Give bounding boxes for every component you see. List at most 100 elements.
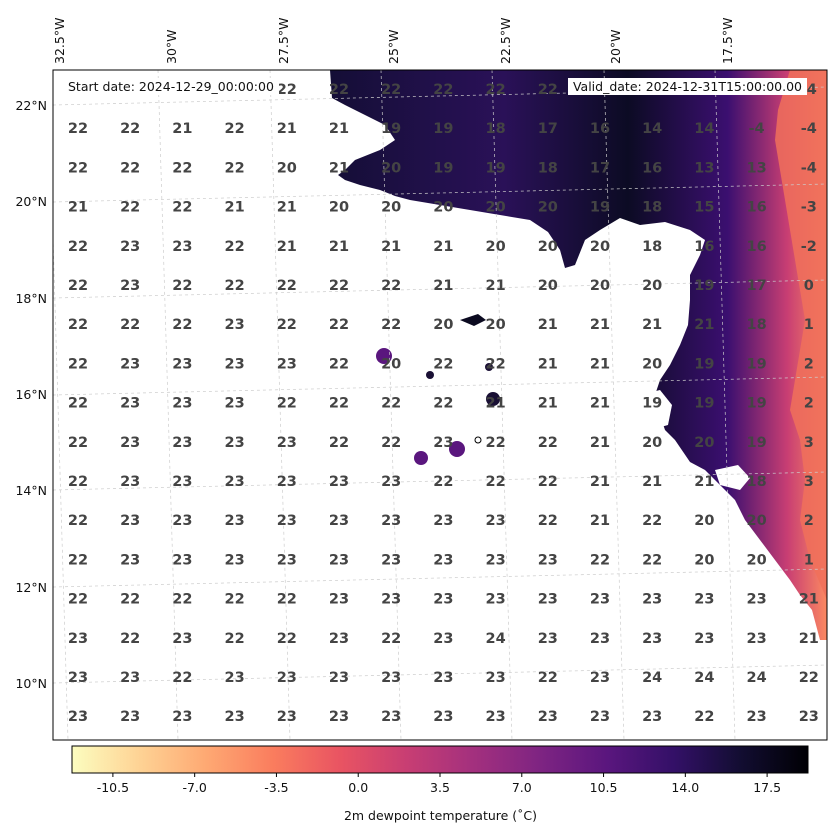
dewpoint-value: 14	[694, 121, 714, 137]
dewpoint-value: 22	[172, 278, 192, 294]
island-sal	[485, 363, 493, 371]
dewpoint-value: 22	[433, 396, 453, 412]
dewpoint-value: 18	[538, 160, 558, 176]
dewpoint-value: 22	[486, 356, 506, 372]
dewpoint-value: 23	[329, 513, 349, 529]
dewpoint-value: 22	[68, 435, 88, 451]
dewpoint-value: 23	[277, 709, 297, 725]
dewpoint-value: 21	[799, 592, 819, 608]
dewpoint-value: 19	[747, 396, 767, 412]
dewpoint-value: 21	[329, 160, 349, 176]
dewpoint-value: 3	[804, 435, 814, 451]
dewpoint-value: 22	[486, 474, 506, 490]
dewpoint-value: 22	[433, 356, 453, 372]
dewpoint-value: 21	[642, 474, 662, 490]
dewpoint-value: 18	[747, 474, 767, 490]
dewpoint-value: 22	[642, 552, 662, 568]
dewpoint-value: 22	[120, 160, 140, 176]
dewpoint-value: 23	[747, 709, 767, 725]
dewpoint-value: 17	[747, 278, 767, 294]
dewpoint-value: 21	[538, 356, 558, 372]
dewpoint-value: 21	[590, 317, 610, 333]
dewpoint-value: 16	[642, 160, 662, 176]
dewpoint-value: 22	[172, 317, 192, 333]
dewpoint-value: 23	[747, 631, 767, 647]
island-santiago	[449, 441, 465, 457]
dewpoint-value: 20	[486, 239, 506, 255]
land-africa	[330, 70, 827, 640]
dewpoint-value: 23	[120, 709, 140, 725]
dewpoint-value: 23	[172, 474, 192, 490]
dewpoint-value: 22	[329, 356, 349, 372]
dewpoint-value: 22	[277, 396, 297, 412]
dewpoint-value: 22	[433, 474, 453, 490]
island-north	[460, 314, 486, 326]
dewpoint-value: 23	[225, 513, 245, 529]
dewpoint-value: 19	[381, 121, 401, 137]
dewpoint-value: 22	[642, 513, 662, 529]
data-gap-2	[638, 390, 672, 430]
dewpoint-value: 22	[329, 317, 349, 333]
dewpoint-value: 20	[538, 239, 558, 255]
dewpoint-value: 22	[68, 121, 88, 137]
dewpoint-value: 22	[381, 278, 401, 294]
lat-label: 14°N	[15, 483, 47, 498]
longitude-labels: 32.5°W 30°W 27.5°W 25°W 22.5°W 20°W 17.5°W	[52, 18, 735, 64]
dewpoint-value: 22	[120, 631, 140, 647]
island-boa-vista	[486, 392, 500, 406]
dewpoint-value: 22	[172, 160, 192, 176]
dewpoint-value: 23	[538, 631, 558, 647]
valid-date-label: Valid_date: 2024-12-31T15:00:00.00	[567, 78, 807, 95]
dewpoint-value: -2	[801, 239, 817, 255]
dewpoint-value: 22	[381, 435, 401, 451]
dewpoint-value: 19	[433, 160, 453, 176]
dewpoint-value: 22	[172, 592, 192, 608]
dewpoint-value: 21	[486, 278, 506, 294]
dewpoint-value: 20	[329, 200, 349, 216]
dewpoint-value: 22	[120, 317, 140, 333]
dewpoint-value: 23	[486, 592, 506, 608]
dewpoint-value: 23	[381, 552, 401, 568]
dewpoint-value: 21	[590, 513, 610, 529]
dewpoint-value: 21	[68, 200, 88, 216]
island-maio	[474, 436, 482, 444]
dewpoint-value: 23	[381, 670, 401, 686]
dewpoint-value: 23	[694, 631, 714, 647]
lat-label: 20°N	[15, 194, 47, 209]
dewpoint-value: 22	[120, 121, 140, 137]
dewpoint-value: 23	[329, 670, 349, 686]
dewpoint-value: 22	[277, 278, 297, 294]
dewpoint-value: 23	[381, 513, 401, 529]
dewpoint-value: 20	[590, 239, 610, 255]
dewpoint-value: -4	[801, 160, 817, 176]
dewpoint-value: -3	[801, 200, 817, 216]
dewpoint-value: 2	[804, 396, 814, 412]
lat-label: 16°N	[15, 387, 47, 402]
dewpoint-value: 18	[642, 200, 662, 216]
dewpoint-value: 20	[381, 356, 401, 372]
dewpoint-value: 23	[225, 670, 245, 686]
dewpoint-value: 23	[277, 356, 297, 372]
dewpoint-value: 22	[172, 200, 192, 216]
dewpoint-value: 21	[799, 631, 819, 647]
dewpoint-value: 22	[799, 670, 819, 686]
dewpoint-value: 20	[642, 435, 662, 451]
dewpoint-value: 22	[590, 552, 610, 568]
dewpoint-value: 23	[590, 709, 610, 725]
dewpoint-value: 22	[486, 82, 506, 98]
dewpoint-value: 23	[225, 474, 245, 490]
meridian-line	[269, 70, 291, 740]
dewpoint-value: 23	[590, 631, 610, 647]
dewpoint-value: 23	[277, 552, 297, 568]
dewpoint-value: 19	[590, 200, 610, 216]
dewpoint-value: 22	[225, 121, 245, 137]
dewpoint-value: 22	[381, 631, 401, 647]
dewpoint-value: 23	[642, 631, 662, 647]
dewpoint-value: 23	[68, 670, 88, 686]
colorbar-tick-label: 0.0	[348, 780, 368, 795]
dewpoint-value: 21	[433, 239, 453, 255]
lon-label: 27.5°W	[276, 18, 291, 64]
dewpoint-value: 23	[277, 670, 297, 686]
dewpoint-value: 22	[68, 552, 88, 568]
colorbar-tick-label: 3.5	[430, 780, 450, 795]
